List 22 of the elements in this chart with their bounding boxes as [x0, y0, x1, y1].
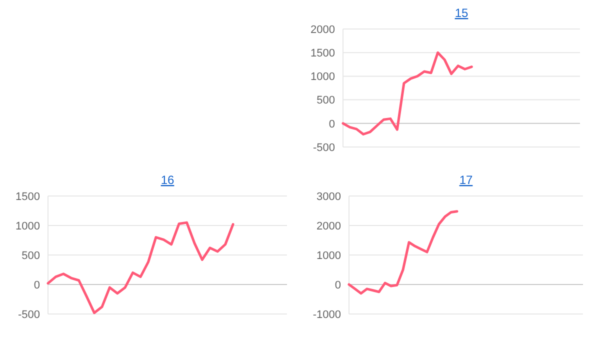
y-tick-label: 0 [34, 279, 40, 292]
y-tick-label: 1000 [316, 250, 341, 262]
y-tick-label: 2000 [316, 220, 341, 232]
chart-title: 17 [459, 173, 473, 187]
chart-title: 15 [454, 6, 468, 20]
y-tick-label: -500 [312, 142, 335, 154]
y-tick-label: 0 [328, 118, 335, 130]
line-series [348, 210, 458, 295]
y-tick-label: 3000 [316, 190, 341, 203]
y-tick-label: 1000 [16, 220, 40, 232]
y-tick-label: 500 [316, 94, 335, 107]
y-tick-label: 2000 [310, 24, 335, 36]
y-tick-label: 0 [334, 279, 341, 292]
chart-title: 16 [160, 173, 174, 187]
y-tick-label: -500 [18, 308, 40, 321]
y-tick-label: 500 [22, 250, 40, 262]
line-series [46, 221, 234, 314]
y-tick-label: -1000 [312, 308, 341, 321]
y-tick-label: 1500 [310, 47, 335, 60]
y-tick-label: 1500 [16, 190, 40, 203]
y-tick-label: 1000 [310, 71, 335, 84]
line-series [342, 51, 473, 136]
